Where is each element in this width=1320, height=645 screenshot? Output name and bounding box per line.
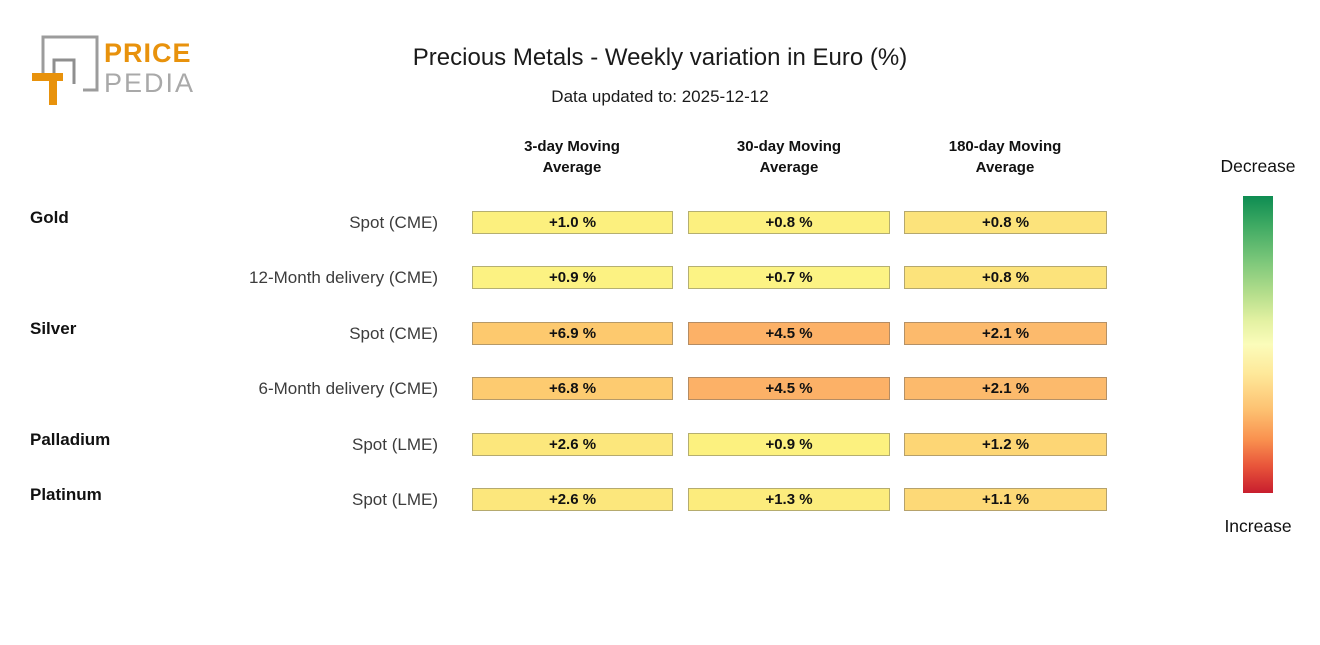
series-label: Spot (CME) xyxy=(349,324,438,343)
chart-title: Precious Metals - Weekly variation in Eu… xyxy=(412,44,908,71)
column-header-180day: 180-day Moving Average xyxy=(948,138,1062,176)
series-label: Spot (LME) xyxy=(352,435,438,454)
heatmap-cell: +1.1 % xyxy=(904,488,1107,511)
brand-name-price: PRICE xyxy=(104,38,192,68)
heatmap-cell: +1.3 % xyxy=(688,488,890,511)
heatmap-cell: +0.7 % xyxy=(688,266,890,289)
series-label: 6-Month delivery (CME) xyxy=(258,379,439,398)
heatmap-cell: +6.9 % xyxy=(472,322,673,345)
heatmap-cell: +0.9 % xyxy=(472,266,673,289)
logo-mark-icon xyxy=(32,35,99,105)
column-header-3day: 3-day Moving Average xyxy=(524,138,620,176)
heatmap-cell: +0.9 % xyxy=(688,433,890,456)
heatmap-cell: +0.8 % xyxy=(688,211,890,234)
metal-label-palladium: Palladium xyxy=(30,430,111,449)
colorbar-decrease-label: Decrease xyxy=(1220,156,1296,176)
chart-subtitle: Data updated to: 2025-12-12 xyxy=(551,87,769,106)
metal-label-platinum: Platinum xyxy=(30,485,102,504)
series-label: Spot (LME) xyxy=(352,490,438,509)
heatmap-cell: +2.6 % xyxy=(472,488,673,511)
pricepedia-logo[interactable]: PRICE PEDIA xyxy=(30,34,193,112)
heatmap-cell: +6.8 % xyxy=(472,377,673,400)
heatmap-cell: +2.1 % xyxy=(904,377,1107,400)
heatmap-cell: +2.6 % xyxy=(472,433,673,456)
heatmap-cell: +4.5 % xyxy=(688,377,890,400)
colorbar-gradient xyxy=(1243,196,1273,493)
heatmap-cell: +4.5 % xyxy=(688,322,890,345)
heatmap-cell: +1.2 % xyxy=(904,433,1107,456)
heatmap-cell: +1.0 % xyxy=(472,211,673,234)
heatmap-cell: +0.8 % xyxy=(904,266,1107,289)
heatmap-cell: +0.8 % xyxy=(904,211,1107,234)
column-header-30day: 30-day Moving Average xyxy=(736,138,842,176)
heatmap-cell: +2.1 % xyxy=(904,322,1107,345)
series-label: Spot (CME) xyxy=(349,213,438,232)
metal-label-gold: Gold xyxy=(30,208,69,227)
series-label: 12-Month delivery (CME) xyxy=(249,268,438,287)
brand-name-pedia: PEDIA xyxy=(104,68,196,98)
colorbar-increase-label: Increase xyxy=(1224,516,1292,536)
metal-label-silver: Silver xyxy=(30,319,77,338)
